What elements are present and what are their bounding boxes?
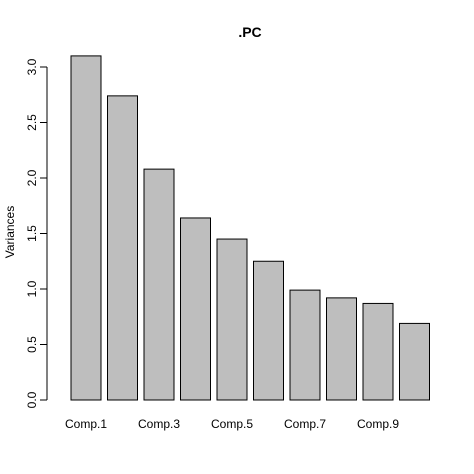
x-tick-labels: Comp.1 Comp.3 Comp.5 Comp.7 Comp.9 bbox=[65, 417, 399, 431]
y-tick-label: 0.0 bbox=[25, 391, 39, 408]
bar-comp-6 bbox=[253, 260, 284, 401]
y-axis-label: Variances bbox=[3, 206, 17, 258]
bar-comp-8 bbox=[326, 297, 357, 401]
bar-comp-10 bbox=[399, 322, 430, 401]
x-tick-label: Comp.3 bbox=[138, 417, 180, 431]
x-tick-label: Comp.7 bbox=[284, 417, 326, 431]
bars-group bbox=[70, 55, 430, 401]
bar-comp-5 bbox=[216, 238, 248, 401]
y-tick-label: 2.0 bbox=[25, 169, 39, 186]
x-tick-label: Comp.5 bbox=[211, 417, 253, 431]
x-tick-label: Comp.1 bbox=[65, 417, 107, 431]
bar-comp-2 bbox=[107, 95, 138, 401]
y-tick-label: 2.5 bbox=[25, 114, 39, 131]
y-axis: 0.0 0.5 1.0 1.5 2.0 2.5 3.0 bbox=[25, 58, 48, 408]
bar-comp-4 bbox=[180, 217, 211, 401]
y-tick-label: 0.5 bbox=[25, 336, 39, 353]
y-tick-label: 1.5 bbox=[25, 225, 39, 242]
bar-comp-9 bbox=[362, 302, 394, 401]
bar-comp-1 bbox=[70, 55, 102, 401]
y-tick-label: 3.0 bbox=[25, 58, 39, 75]
bar-comp-3 bbox=[143, 168, 175, 401]
x-tick-label: Comp.9 bbox=[357, 417, 399, 431]
bar-comp-7 bbox=[289, 289, 321, 401]
chart-title: .PC bbox=[238, 24, 261, 40]
y-tick-label: 1.0 bbox=[25, 280, 39, 297]
